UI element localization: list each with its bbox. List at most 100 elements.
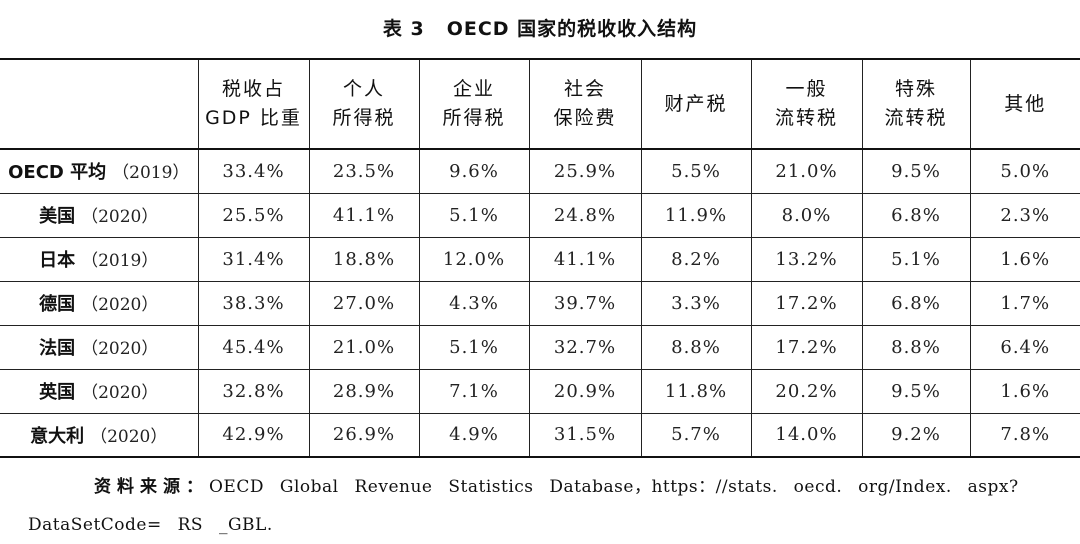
table-cell: 6.8% — [861, 193, 970, 238]
table-row: 法国 （2020） 45.4% 21.0% 5.1% 32.7% 8.8% 17.2% 8.8%… — [0, 325, 1080, 370]
row-label: 美国 （2020） — [0, 193, 198, 238]
table-cell: 6.4% — [969, 325, 1080, 370]
table-cell: 42.9% — [197, 413, 309, 457]
table-cell: 5.0% — [969, 149, 1080, 194]
table-cell: 9.2% — [861, 413, 970, 457]
data-year: （2020） — [81, 207, 159, 227]
country-name: 意大利 — [30, 425, 85, 447]
table-cell: 31.5% — [528, 413, 641, 457]
table-cell: 1.7% — [969, 281, 1080, 326]
table-cell: 17.2% — [750, 281, 862, 326]
table-cell: 25.9% — [528, 149, 641, 194]
table-row: 德国 （2020） 38.3% 27.0% 4.3% 39.7% 3.3% 17.2% 6.8%… — [0, 281, 1080, 326]
header-social-security: 社会 保险费 — [528, 59, 641, 150]
table-cell: 20.9% — [528, 369, 641, 414]
row-label: 意大利 （2020） — [0, 413, 198, 457]
country-name: 英国 — [39, 382, 76, 403]
table-cell: 1.6% — [969, 237, 1080, 282]
data-year: （2020） — [90, 426, 168, 447]
row-label: 法国 （2020） — [0, 325, 198, 370]
source-text: OECD Global Revenue Statistics Database，… — [28, 477, 1019, 535]
table-title: OECD 国家的税收收入结构 — [446, 18, 698, 40]
table-cell: 1.6% — [969, 369, 1080, 414]
table-row: 意大利 （2020） 42.9% 26.9% 4.9% 31.5% 5.7% 14.0% 9.2… — [0, 413, 1080, 457]
table-cell: 32.7% — [528, 325, 641, 370]
header-property-tax: 财产税 — [640, 59, 751, 150]
table-cell: 33.4% — [197, 149, 309, 194]
table-cell: 4.3% — [418, 281, 529, 326]
table-cell: 12.0% — [418, 237, 529, 282]
header-corporate-income-tax: 企业 所得税 — [418, 59, 529, 150]
data-year: （2020） — [81, 295, 159, 315]
table-cell: 28.9% — [308, 369, 419, 414]
table-cell: 38.3% — [197, 281, 309, 326]
country-name: 德国 — [39, 294, 76, 315]
data-year: （2020） — [81, 339, 159, 359]
table-cell: 5.5% — [640, 149, 751, 194]
source-note: 资料来源：OECD Global Revenue Statistics Data… — [28, 468, 1078, 544]
row-label: OECD 平均 （2019） — [0, 149, 198, 194]
table-cell: 21.0% — [750, 149, 862, 194]
table-cell: 13.2% — [750, 237, 862, 282]
table-cell: 41.1% — [308, 193, 419, 238]
country-name: 美国 — [39, 206, 76, 227]
tax-structure-table: 税收占 GDP 比重 个人 所得税 企业 所得税 社会 保险费 财产税 一般 流转税 特殊… — [0, 58, 1080, 458]
table-cell: 6.8% — [861, 281, 970, 326]
table-cell: 17.2% — [750, 325, 862, 370]
table-cell: 8.8% — [861, 325, 970, 370]
table-cell: 7.8% — [969, 413, 1080, 457]
table-cell: 7.1% — [418, 369, 529, 414]
table-cell: 8.0% — [750, 193, 862, 238]
table-cell: 20.2% — [750, 369, 862, 414]
table-cell: 32.8% — [197, 369, 309, 414]
table-caption: 表 3 OECD 国家的税收收入结构 — [0, 14, 1080, 41]
table-cell: 3.3% — [640, 281, 751, 326]
table-cell: 4.9% — [418, 413, 529, 457]
table-row: OECD 平均 （2019） 33.4% 23.5% 9.6% 25.9% 5.5% 21.0… — [0, 149, 1080, 194]
table-number: 表 3 — [382, 18, 425, 40]
table-cell: 25.5% — [197, 193, 309, 238]
header-country — [0, 59, 198, 150]
country-name: 法国 — [39, 338, 76, 359]
table-cell: 24.8% — [528, 193, 641, 238]
header-personal-income-tax: 个人 所得税 — [308, 59, 419, 150]
table-cell: 39.7% — [528, 281, 641, 326]
source-label: 资料来源： — [94, 477, 209, 497]
country-name: OECD 平均 — [8, 162, 107, 184]
table-cell: 21.0% — [308, 325, 419, 370]
table-cell: 11.8% — [640, 369, 751, 414]
table-cell: 5.7% — [640, 413, 751, 457]
header-specific-consumption-tax: 特殊 流转税 — [861, 59, 970, 150]
header-row: 税收占 GDP 比重 个人 所得税 企业 所得税 社会 保险费 财产税 一般 流转税 特殊… — [0, 59, 1080, 150]
table-cell: 45.4% — [197, 325, 309, 370]
data-year: （2019） — [112, 163, 190, 184]
table-row: 英国 （2020） 32.8% 28.9% 7.1% 20.9% 11.8% 20.2% 9.5… — [0, 369, 1080, 414]
country-name: 日本 — [39, 250, 76, 271]
table-cell: 8.8% — [640, 325, 751, 370]
row-label: 英国 （2020） — [0, 369, 198, 414]
row-label: 日本 （2019） — [0, 237, 198, 282]
header-general-consumption-tax: 一般 流转税 — [750, 59, 862, 150]
table-cell: 14.0% — [750, 413, 862, 457]
table-cell: 27.0% — [308, 281, 419, 326]
header-other: 其他 — [969, 59, 1080, 150]
table-cell: 18.8% — [308, 237, 419, 282]
table-cell: 41.1% — [528, 237, 641, 282]
table-row: 美国 （2020） 25.5% 41.1% 5.1% 24.8% 11.9% 8.0% 6.8%… — [0, 193, 1080, 238]
table-cell: 9.6% — [418, 149, 529, 194]
table-cell: 9.5% — [861, 369, 970, 414]
row-label: 德国 （2020） — [0, 281, 198, 326]
data-year: （2019） — [81, 251, 159, 271]
table-row: 日本 （2019） 31.4% 18.8% 12.0% 41.1% 8.2% 13.2% 5.1… — [0, 237, 1080, 282]
table-cell: 31.4% — [197, 237, 309, 282]
table-cell: 9.5% — [861, 149, 970, 194]
table-cell: 11.9% — [640, 193, 751, 238]
table-cell: 5.1% — [861, 237, 970, 282]
table-cell: 8.2% — [640, 237, 751, 282]
table-cell: 26.9% — [308, 413, 419, 457]
table-cell: 2.3% — [969, 193, 1080, 238]
table-cell: 5.1% — [418, 325, 529, 370]
table-cell: 5.1% — [418, 193, 529, 238]
data-year: （2020） — [81, 383, 159, 403]
table-cell: 23.5% — [308, 149, 419, 194]
